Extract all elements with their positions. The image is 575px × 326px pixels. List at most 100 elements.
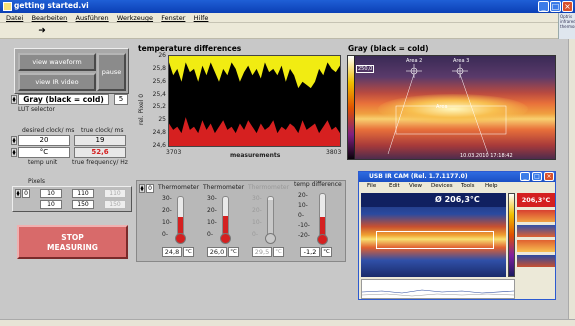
run-arrow-icon[interactable]: ➜ bbox=[38, 26, 46, 36]
optris-logo: Optris infrared thermometers bbox=[558, 13, 575, 39]
cam-thumb-4[interactable] bbox=[517, 255, 555, 267]
cam-maximize-icon[interactable]: □ bbox=[532, 172, 542, 181]
pixels-label: Pixels bbox=[28, 178, 46, 185]
graph-y-tick: 25,6 bbox=[152, 77, 166, 85]
menubar: Datei Bearbeiten Ausführen Werkzeuge Fen… bbox=[0, 13, 558, 23]
thermometer-tick: 0- bbox=[252, 231, 258, 238]
cam-reading: Ø 206,3°C bbox=[435, 195, 480, 204]
view-waveform-button[interactable]: view waveform bbox=[18, 53, 96, 71]
cam-ir-image: Ø 206,3°C bbox=[361, 193, 506, 277]
pixel-y2-input[interactable]: 150 bbox=[72, 200, 94, 209]
thermometer-bulb bbox=[175, 233, 186, 244]
desired-clock-input[interactable]: 20 bbox=[18, 135, 70, 146]
cam-thumb-1[interactable] bbox=[517, 210, 555, 222]
thermometer-unit: °C bbox=[228, 247, 239, 257]
cam-thumb-3[interactable] bbox=[517, 240, 555, 252]
pixel-array-stepper[interactable]: ▲ ▼ bbox=[15, 189, 21, 198]
temp-diff-unit: °C bbox=[321, 247, 332, 257]
temp-unit-stepper[interactable]: ▲ ▼ bbox=[11, 148, 17, 157]
stop-measuring-button[interactable]: STOP MEASURING bbox=[17, 225, 128, 259]
temp-diff-tube bbox=[319, 193, 326, 238]
cam-menu-devices[interactable]: Devices bbox=[431, 183, 453, 189]
graph-x-min: 3703 bbox=[166, 149, 182, 156]
toolbar bbox=[0, 23, 558, 39]
view-ir-video-button[interactable]: view IR video bbox=[18, 73, 96, 91]
thermometer-tick: 10- bbox=[207, 219, 217, 226]
true-clock-display: 19 bbox=[74, 135, 126, 146]
minimize-icon[interactable]: _ bbox=[538, 1, 549, 12]
graph-x-max: 3803 bbox=[326, 149, 342, 156]
lut-selector[interactable]: Gray (black = cold) bbox=[18, 94, 109, 105]
pixel-array-index[interactable]: 0 bbox=[22, 189, 30, 198]
true-frequency-label: true frequency/ Hz bbox=[72, 159, 128, 166]
cam-menu-view[interactable]: View bbox=[409, 183, 423, 189]
menu-werkzeuge[interactable]: Werkzeuge bbox=[116, 14, 154, 22]
pixel-x1-input[interactable]: 10 bbox=[40, 189, 62, 198]
desired-clock-label: desired clock/ ms bbox=[22, 127, 75, 134]
menu-datei[interactable]: Datei bbox=[6, 14, 24, 22]
ir-area2-label: Area 2 bbox=[406, 58, 423, 64]
menu-ausfuehren[interactable]: Ausführen bbox=[75, 14, 109, 22]
temp-diff-tick: 0- bbox=[298, 212, 304, 219]
labview-icon bbox=[3, 2, 12, 11]
pixel-x2-input[interactable]: 110 bbox=[72, 189, 94, 198]
graph-y-tick: 24,6 bbox=[152, 142, 166, 149]
graph-y-tick: 24,8 bbox=[152, 129, 166, 137]
thermometer-tick: 30- bbox=[162, 195, 172, 202]
thermometer-array-index[interactable]: 0 bbox=[146, 184, 154, 193]
temp-diff-value: -1,2 bbox=[300, 247, 320, 257]
cam-menu-tools[interactable]: Tools bbox=[461, 183, 475, 189]
thermometer-label: Thermometer bbox=[248, 184, 290, 191]
maximize-icon[interactable]: □ bbox=[550, 1, 561, 12]
ir-image-title: Gray (black = cold) bbox=[348, 44, 429, 53]
thermometer-unit: °C bbox=[183, 247, 194, 257]
lut-stepper[interactable]: ▲ ▼ bbox=[11, 95, 17, 104]
cam-minimize-icon[interactable]: _ bbox=[520, 172, 530, 181]
menu-hilfe[interactable]: Hilfe bbox=[193, 14, 209, 22]
cam-menubar: File Edit View Devices Tools Help bbox=[359, 183, 555, 192]
desired-clock-stepper[interactable]: ▲ ▼ bbox=[11, 136, 17, 145]
ir-timestamp: 10.03.2010 17:18:42 bbox=[460, 153, 513, 159]
temp-unit-selector[interactable]: °C bbox=[18, 147, 70, 158]
ir-image-display: 250,0 Area 2 Area 3 Area 10.03.2010 17:1… bbox=[347, 55, 556, 160]
close-icon[interactable]: × bbox=[562, 1, 573, 12]
temperature-graph bbox=[168, 55, 341, 147]
lut-selector-label: LUT selector bbox=[18, 106, 55, 113]
horizontal-scrollbar[interactable] bbox=[0, 319, 575, 326]
series-1-area bbox=[169, 62, 340, 146]
temperature-graph-svg bbox=[169, 62, 340, 146]
thermometer-unit: °C bbox=[273, 247, 284, 257]
cam-thumb-2[interactable] bbox=[517, 225, 555, 237]
graph-y-tick: 25,4 bbox=[152, 90, 166, 98]
thermometer-tick: 30- bbox=[252, 195, 262, 202]
menu-bearbeiten[interactable]: Bearbeiten bbox=[31, 14, 68, 22]
vertical-scrollbar[interactable] bbox=[568, 39, 575, 319]
cam-graph-area bbox=[361, 279, 515, 299]
window-titlebar: getting started.vi _ □ × bbox=[0, 0, 575, 13]
logo-text: Optris infrared thermometers bbox=[560, 14, 575, 29]
cam-menu-file[interactable]: File bbox=[367, 183, 377, 189]
cam-close-icon[interactable]: × bbox=[544, 172, 554, 181]
cam-measure-area bbox=[376, 231, 494, 249]
cam-max-reading: 206,3°C bbox=[517, 193, 555, 207]
cam-menu-help[interactable]: Help bbox=[485, 183, 498, 189]
thermometer-array-stepper[interactable]: ▲ ▼ bbox=[139, 184, 145, 193]
menu-fenster[interactable]: Fenster bbox=[161, 14, 186, 22]
thermometer-value: 29,5 bbox=[252, 247, 272, 257]
thermometer-fill bbox=[178, 216, 183, 235]
thermometer-tick: 0- bbox=[162, 231, 168, 238]
series-2-area bbox=[169, 117, 340, 146]
graph-y-tick: 25,2 bbox=[152, 103, 166, 111]
ir-markers bbox=[387, 64, 507, 155]
pixel-y3-input: 150 bbox=[104, 200, 126, 209]
lut-index[interactable]: 5 bbox=[114, 94, 128, 105]
temp-difference-label: temp difference bbox=[294, 181, 342, 188]
thermometer-tick: 30- bbox=[207, 195, 217, 202]
pause-button[interactable]: pause bbox=[97, 53, 126, 91]
graph-y-tick: 25,8 bbox=[152, 64, 166, 72]
pixel-y1-input[interactable]: 10 bbox=[40, 200, 62, 209]
cam-menu-edit[interactable]: Edit bbox=[389, 183, 400, 189]
graph-title: temperature differences bbox=[138, 44, 242, 53]
graph-ylabel: rel. Pixel 0 bbox=[138, 93, 145, 125]
pixel-x3-input: 110 bbox=[104, 189, 126, 198]
